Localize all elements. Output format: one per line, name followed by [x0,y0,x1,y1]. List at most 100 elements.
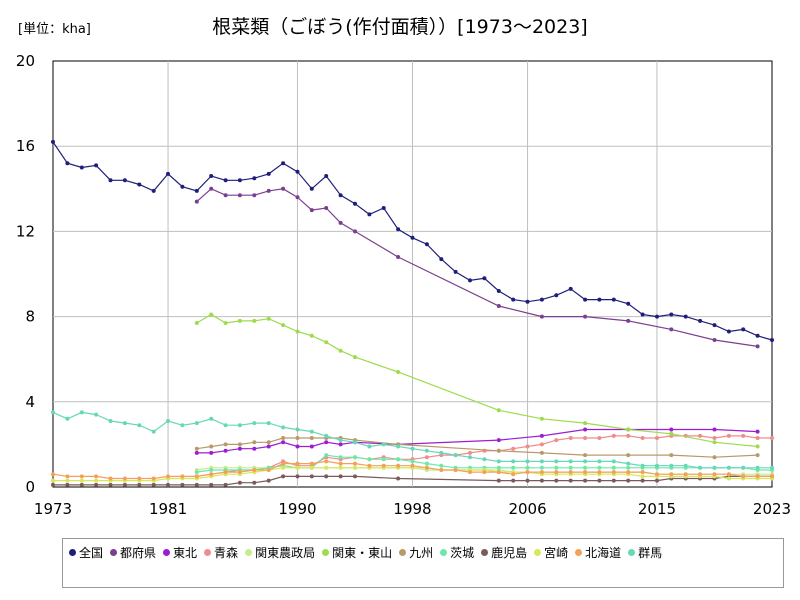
data-point [424,448,429,453]
chart-title: 根菜類（ごぼう(作付面積））[1973～2023] [212,16,588,38]
data-point [108,419,113,423]
data-point [568,470,573,475]
data-point [396,457,401,462]
data-point [65,482,70,487]
data-point [640,436,645,440]
data-point [496,304,501,308]
data-point [194,199,199,204]
data-point [755,465,760,470]
legend-item: 北海道 [575,543,621,563]
data-point [539,314,544,319]
data-point [583,436,588,440]
data-point [554,293,559,298]
data-point [266,421,271,426]
data-point [209,468,214,472]
data-point [741,465,746,470]
data-point [108,482,113,487]
data-point [237,193,242,198]
data-point [166,474,170,479]
data-point [324,453,329,458]
data-point [338,442,343,447]
y-tick-label: 16 [16,137,35,155]
data-point [94,163,99,168]
data-point [295,427,300,432]
data-point [568,459,573,464]
data-point [51,410,55,415]
data-point [237,442,242,447]
data-point [453,453,458,458]
x-tick-label: 2006 [508,500,546,518]
legend-marker [204,549,212,556]
data-point [209,416,214,421]
data-point [726,433,731,438]
data-point [410,459,415,464]
data-point [252,318,257,323]
data-point [367,444,372,449]
data-point [122,421,127,426]
data-point [554,465,559,470]
data-point [353,474,357,479]
data-point [295,461,300,466]
data-point [338,465,343,470]
data-point [209,444,214,449]
legend-item: 全国 [69,543,103,563]
data-point [539,416,544,421]
data-point [396,227,401,232]
data-point [424,455,429,460]
data-point [539,465,544,470]
data-point [51,482,55,487]
data-point [669,431,674,436]
series-5 [194,312,760,449]
legend-marker [575,549,583,556]
data-point [726,476,731,481]
data-point [496,448,501,453]
data-point [252,440,257,445]
data-point [151,476,156,481]
legend-label: 都府県 [120,546,157,560]
data-point [770,465,774,470]
data-point [108,476,113,481]
legend-label: 青森 [214,546,239,560]
data-point [209,472,214,477]
data-point [726,472,731,477]
data-point [755,444,760,449]
legend-label: 群馬 [638,546,663,560]
data-point [468,470,472,475]
data-point [698,433,703,438]
data-point [755,436,760,440]
data-point [223,482,228,487]
data-point [597,465,602,470]
data-point [194,450,199,455]
data-point [353,440,357,445]
series-1 [194,186,760,349]
data-point [539,478,544,483]
data-point [611,297,616,302]
data-point [309,436,314,440]
data-point [726,465,731,470]
data-point [137,182,142,187]
data-point [51,472,55,477]
y-tick-label: 20 [16,52,35,70]
data-point [295,329,300,334]
data-point [338,220,343,225]
data-point [712,323,717,328]
data-point [396,463,401,468]
data-point [698,465,703,470]
data-point [669,312,674,317]
grid [52,60,773,488]
x-tick-label: 1998 [393,500,431,518]
data-point [568,465,573,470]
data-point [194,321,199,325]
x-tick-label: 2015 [638,500,676,518]
data-point [338,193,343,198]
data-point [453,468,458,472]
data-point [338,461,343,466]
data-point [712,436,717,440]
data-point [511,459,516,464]
data-point [79,482,84,487]
data-point [252,468,257,472]
legend: 全国 都府県 東北 青森 関東農政局 関東・東山 九州 茨城 鹿児島 宮崎 北海道 群馬 [62,538,784,588]
data-point [166,482,170,487]
data-point [79,165,84,170]
data-point [180,482,185,487]
